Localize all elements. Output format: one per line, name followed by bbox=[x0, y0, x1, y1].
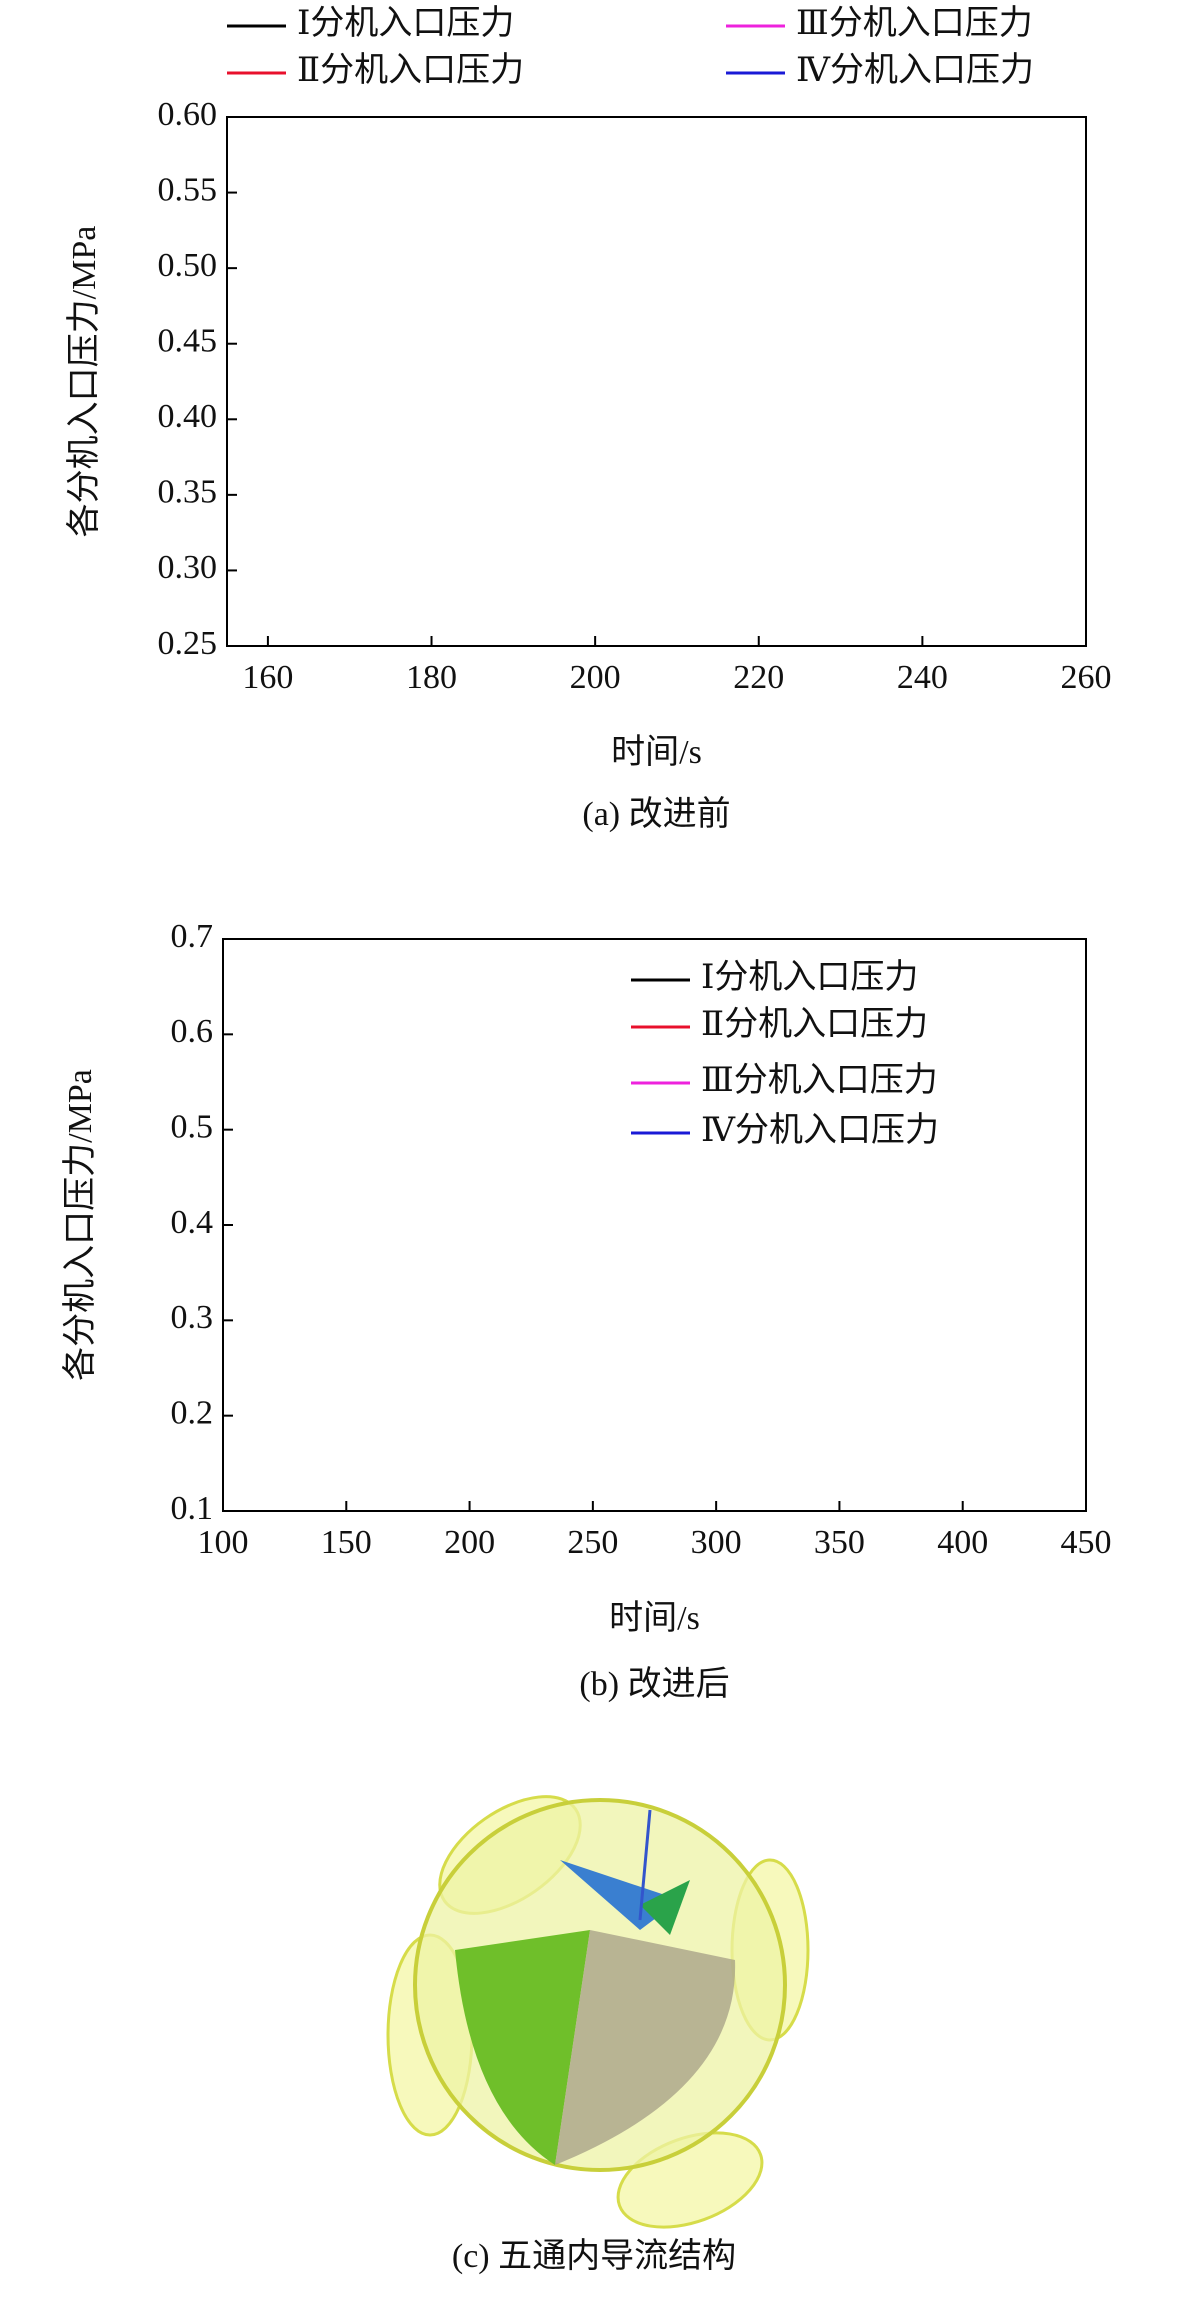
y-tick-label: 0.60 bbox=[158, 96, 218, 133]
legend-label: Ⅱ分机入口压力 bbox=[701, 1005, 928, 1043]
y-tick-label: 0.1 bbox=[171, 1490, 214, 1527]
x-axis-label: 时间/s bbox=[611, 734, 702, 771]
legend-label: Ⅳ分机入口压力 bbox=[796, 51, 1034, 89]
plot-frame bbox=[226, 116, 1087, 647]
x-tick-label: 150 bbox=[321, 1524, 372, 1561]
x-tick-label: 100 bbox=[198, 1524, 249, 1561]
x-tick-label: 220 bbox=[733, 659, 784, 696]
y-tick-label: 0.2 bbox=[171, 1394, 214, 1431]
shaft bbox=[638, 1809, 652, 1921]
legend-label: Ⅲ分机入口压力 bbox=[701, 1061, 938, 1099]
x-axis-label: 时间/s bbox=[609, 1600, 700, 1637]
y-tick-label: 0.4 bbox=[171, 1204, 214, 1241]
legend-label: Ⅲ分机入口压力 bbox=[796, 4, 1033, 42]
x-tick-label: 300 bbox=[691, 1524, 742, 1561]
y-tick-label: 0.3 bbox=[171, 1299, 214, 1336]
x-tick-label: 450 bbox=[1061, 1524, 1112, 1561]
legend-label: Ⅰ分机入口压力 bbox=[701, 958, 918, 996]
y-tick-label: 0.25 bbox=[158, 625, 218, 662]
gray-plate bbox=[555, 1930, 736, 2165]
y-tick-label: 0.6 bbox=[171, 1013, 214, 1050]
y-axis-label: 各分机入口压力/MPa bbox=[61, 1069, 99, 1381]
y-axis-label: 各分机入口压力/MPa bbox=[65, 226, 103, 538]
x-tick-label: 260 bbox=[1061, 659, 1112, 696]
legend-label: Ⅰ分机入口压力 bbox=[297, 4, 514, 42]
caption: (c) 五通内导流结构 bbox=[452, 2237, 736, 2275]
plot-frame bbox=[222, 938, 1087, 1512]
caption: (a) 改进前 bbox=[582, 795, 730, 833]
x-tick-label: 200 bbox=[570, 659, 621, 696]
y-tick-label: 0.35 bbox=[158, 474, 218, 511]
green-vane bbox=[640, 1880, 690, 1935]
model-render bbox=[386, 1795, 810, 2229]
y-tick-label: 0.30 bbox=[158, 549, 218, 586]
legend-label: Ⅳ分机入口压力 bbox=[701, 1111, 939, 1149]
y-tick-label: 0.40 bbox=[158, 398, 218, 435]
x-tick-label: 400 bbox=[937, 1524, 988, 1561]
legend-label: Ⅱ分机入口压力 bbox=[297, 51, 524, 89]
x-tick-label: 200 bbox=[444, 1524, 495, 1561]
green-plate bbox=[455, 1930, 590, 2165]
caption: (b) 改进后 bbox=[579, 1665, 729, 1703]
x-tick-label: 240 bbox=[897, 659, 948, 696]
y-tick-label: 0.7 bbox=[171, 918, 214, 955]
x-tick-label: 250 bbox=[567, 1524, 618, 1561]
x-tick-label: 160 bbox=[242, 659, 293, 696]
x-tick-label: 180 bbox=[406, 659, 457, 696]
y-tick-label: 0.5 bbox=[171, 1108, 214, 1145]
y-tick-label: 0.45 bbox=[158, 323, 218, 360]
x-tick-label: 350 bbox=[814, 1524, 865, 1561]
y-tick-label: 0.55 bbox=[158, 171, 218, 208]
y-tick-label: 0.50 bbox=[158, 247, 218, 284]
